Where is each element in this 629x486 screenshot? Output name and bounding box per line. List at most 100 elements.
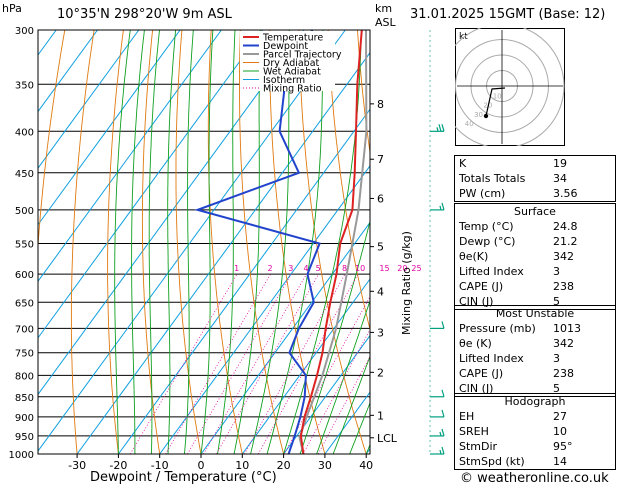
- dry-adiabat-line: [298, 30, 367, 454]
- index-row: Totals Totals 34: [455, 171, 615, 186]
- dry-adiabat-line: [175, 30, 202, 454]
- wind-barb-flag: [441, 446, 445, 455]
- index-row: Temp (°C) 24.8: [455, 219, 615, 234]
- index-value: 238: [553, 367, 574, 380]
- index-name: Dewp (°C): [459, 235, 516, 248]
- temperature-tick-label: 30: [318, 459, 332, 472]
- index-value: 14: [553, 455, 567, 468]
- legend-bg: [240, 31, 335, 91]
- datetime-title: 31.01.2025 15GMT (Base: 12): [410, 7, 606, 22]
- pressure-tick-label: 400: [15, 127, 34, 138]
- pressure-tick-label: 600: [15, 270, 34, 281]
- footer-credit: © weatheronline.co.uk: [460, 471, 609, 486]
- index-value: 21.2: [553, 235, 578, 248]
- legend-label: Dry Adiabat: [263, 58, 320, 69]
- dry-adiabat-line: [38, 30, 66, 253]
- unstable-table: Most Unstable Pressure (mb) 1013 θe (K) 342…: [454, 305, 616, 397]
- wind-barb: [430, 428, 445, 437]
- index-value: 34: [553, 172, 567, 185]
- wet-adiabat-line: [299, 219, 370, 454]
- index-row: θe (K) 342: [455, 336, 615, 351]
- isotherm-line: [38, 30, 98, 113]
- index-value: 3.56: [553, 187, 578, 200]
- unstable-title: Most Unstable: [495, 307, 575, 320]
- isotherm-line: [200, 221, 370, 454]
- indices-top: K 19 Totals Totals 34 PW (cm) 3.56: [455, 156, 615, 201]
- wet-adiabat-line: [184, 30, 194, 454]
- wet-adiabat-line: [114, 30, 131, 454]
- index-row: CIN (J) 5: [455, 294, 615, 309]
- km-tick-label: LCL: [377, 432, 398, 445]
- wet-adiabat-line: [131, 30, 145, 454]
- mixing-ratio-line: [257, 273, 359, 454]
- index-name: PW (cm): [459, 187, 506, 200]
- pressure-tick-label: 750: [15, 349, 34, 360]
- wet-adiabat-line: [349, 401, 370, 454]
- km-tick-label: 8: [377, 98, 384, 111]
- isotherm-line: [283, 334, 370, 454]
- location-title: 10°35'N 298°20'W 9m ASL: [57, 7, 232, 22]
- pressure-tick-label: 650: [15, 298, 34, 309]
- dry-adiabat-line: [357, 30, 370, 156]
- temperature-tick-label: 10: [235, 459, 249, 472]
- mixing-ratio-label: 5: [316, 264, 321, 273]
- index-row: K 19: [455, 156, 615, 171]
- index-row: Pressure (mb) 1013: [455, 321, 615, 336]
- index-name: StmSpd (kt): [459, 455, 525, 468]
- mixing-ratio-label: 2: [268, 264, 273, 273]
- index-value: 238: [553, 280, 574, 293]
- mixing-ratio-label: 15: [379, 264, 389, 273]
- index-row: CAPE (J) 238: [455, 366, 615, 381]
- isotherm-line: [76, 51, 370, 454]
- isotherm-line: [38, 30, 222, 283]
- hodograph-ring-label: 40: [465, 120, 474, 128]
- index-name: θe (K): [459, 337, 492, 350]
- index-value: 27: [553, 410, 567, 423]
- index-row: SREH 10: [455, 424, 615, 439]
- index-name: K: [459, 157, 467, 170]
- hodograph-end-dot: [483, 113, 489, 119]
- hpa-axis-title: hPa: [2, 2, 22, 15]
- index-value: 3: [553, 265, 560, 278]
- wind-barb-flag: [441, 428, 445, 437]
- wind-barb: [430, 321, 445, 329]
- isotherm-line: [241, 278, 370, 454]
- km-tick-label: 6: [377, 192, 384, 205]
- wind-barb-flag: [441, 124, 445, 132]
- km-tick-label: 4: [377, 285, 384, 298]
- surface-rows: Temp (°C) 24.8 Dewp (°C) 21.2 θe(K) 342 Lifted…: [455, 219, 615, 309]
- surface-table: Surface Temp (°C) 24.8 Dewp (°C) 21.2 θe(K) 3…: [454, 203, 616, 310]
- hodograph-ring: [455, 28, 565, 146]
- indices-table: K 19 Totals Totals 34 PW (cm) 3.56: [454, 155, 616, 202]
- wet-adiabat-line: [148, 30, 160, 454]
- temperature-tick-label: -30: [68, 459, 86, 472]
- temperature-tick-label: -20: [109, 459, 127, 472]
- pressure-tick-label: 550: [15, 239, 34, 250]
- wet-adiabat-line: [200, 30, 214, 454]
- index-name: Lifted Index: [459, 352, 524, 365]
- index-row: CIN (J) 5: [455, 381, 615, 396]
- legend-label: Parcel Trajectory: [263, 50, 342, 61]
- mixing-ratio-label: 3: [288, 264, 293, 273]
- km-tick-label: 5: [377, 241, 384, 254]
- index-row: Lifted Index 3: [455, 264, 615, 279]
- index-name: Totals Totals: [459, 172, 526, 185]
- dry-adiabat-line: [107, 30, 124, 454]
- legend-label: Isotherm: [263, 75, 305, 86]
- plot-frame: [37, 29, 371, 455]
- index-name: CAPE (J): [459, 367, 504, 380]
- wet-adiabat-line: [233, 30, 261, 454]
- km-axis-title: km: [375, 2, 393, 15]
- pressure-tick-label: 1000: [9, 450, 34, 461]
- pressure-tick-label: 700: [15, 324, 34, 335]
- wind-barb-flag: [441, 202, 445, 211]
- index-row: Lifted Index 3: [455, 351, 615, 366]
- pressure-tick-label: 300: [15, 26, 34, 37]
- temperature-tick-label: 40: [359, 459, 373, 472]
- wet-adiabat-line: [332, 355, 370, 454]
- index-value: 5: [553, 295, 560, 308]
- index-name: Pressure (mb): [459, 322, 536, 335]
- wet-adiabat-line: [217, 30, 236, 454]
- surface-title: Surface: [514, 205, 556, 218]
